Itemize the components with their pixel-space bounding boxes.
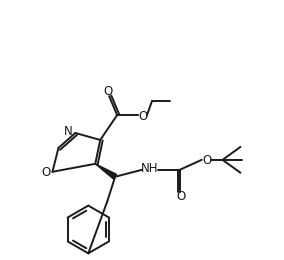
Text: O: O <box>104 85 113 98</box>
Text: NH: NH <box>141 162 159 175</box>
Polygon shape <box>95 164 117 179</box>
Text: O: O <box>176 190 185 203</box>
Text: O: O <box>202 154 211 167</box>
Text: O: O <box>41 166 50 179</box>
Text: O: O <box>138 109 148 122</box>
Text: N: N <box>64 126 73 139</box>
